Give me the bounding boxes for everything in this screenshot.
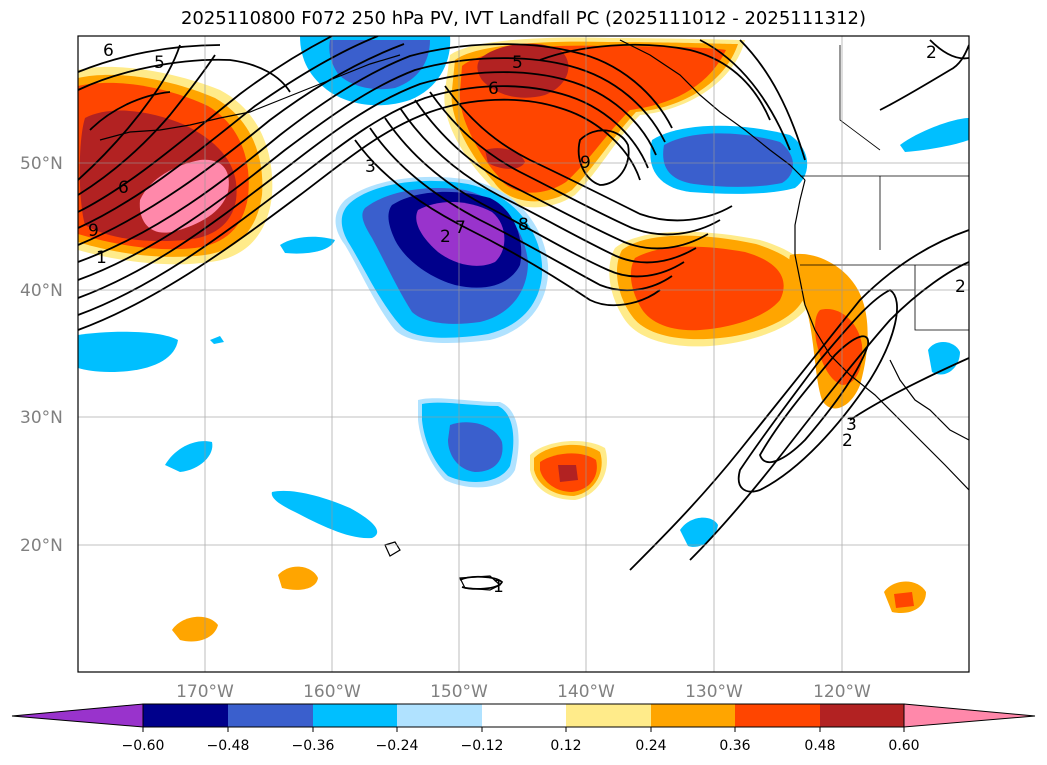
- pv-positive-south: [530, 440, 607, 500]
- map-border: [77, 35, 970, 673]
- lon-label-130w: 130°W: [685, 682, 743, 702]
- contour-label: 5: [512, 53, 523, 73]
- contour-label: 2: [440, 227, 451, 247]
- pv-negative-south: [418, 398, 519, 488]
- contour-labels: 6 5 6 5 6 9 1 3 7 2 8 9 3 2 2 1 2: [88, 41, 966, 597]
- colorbar-bin: [143, 704, 228, 727]
- contour-label: 2: [926, 43, 937, 63]
- lat-label-40n: 40°N: [20, 281, 63, 301]
- map-title: 2025110800 F072 250 hPa PV, IVT Landfall…: [180, 8, 867, 29]
- black-contours: [78, 36, 969, 590]
- contour-label: 5: [154, 53, 165, 73]
- colorbar-tick-label: 0.36: [719, 738, 750, 754]
- pv-positive-small-3-core: [894, 592, 914, 608]
- colorbar-tick-label: −0.60: [122, 738, 165, 754]
- pv-negative-small-1: [165, 441, 213, 472]
- contour-label: 6: [488, 79, 499, 99]
- contour-label: 1: [96, 248, 107, 268]
- colorbar-bin: [651, 704, 735, 727]
- lat-label-50n: 50°N: [20, 154, 63, 174]
- contour-label: 3: [365, 157, 376, 177]
- colorbar-tick-label: 0.12: [550, 738, 581, 754]
- colorbar-bin: [313, 704, 397, 727]
- colorbar-bin: [228, 704, 313, 727]
- colorbar-tick-label: 0.60: [888, 738, 919, 754]
- contour-label: 9: [580, 153, 591, 173]
- lat-label-30n: 30°N: [20, 408, 63, 428]
- colorbar-ticks: [142, 727, 905, 732]
- pv-negative-northeast: [650, 125, 808, 194]
- lat-label-20n: 20°N: [20, 536, 63, 556]
- colorbar-frame: [142, 703, 905, 728]
- lon-label-170w: 170°W: [176, 682, 234, 702]
- contour-label: 2: [955, 277, 966, 297]
- colorbar-tick-label: −0.12: [461, 738, 504, 754]
- lon-label-160w: 160°W: [303, 682, 361, 702]
- contour-label: 7: [455, 218, 466, 238]
- contour-label: 9: [88, 221, 99, 241]
- pv-negative-small-5: [900, 118, 969, 152]
- colorbar-max-extend: [903, 703, 1036, 728]
- pv-positive-small-1: [278, 566, 318, 590]
- colorbar-bin: [566, 704, 651, 727]
- colorbar-bin: [820, 704, 904, 727]
- pv-negative-speck: [210, 336, 224, 344]
- colorbar-bin: [735, 704, 820, 727]
- contour-label: 6: [118, 178, 129, 198]
- pv-negative-west-strip: [78, 331, 178, 372]
- contour-label: 6: [103, 41, 114, 61]
- colorbar-tick-label: −0.36: [292, 738, 335, 754]
- pv-negative-small-2: [271, 490, 378, 539]
- colorbar-bin: [482, 704, 566, 727]
- colorbar-tick-label: −0.48: [207, 738, 250, 754]
- contour-label: 2: [842, 431, 853, 451]
- colorbar-tick-label: 0.24: [635, 738, 666, 754]
- contour-label: 3: [846, 415, 857, 435]
- map-panel: 6 5 6 5 6 9 1 3 7 2 8 9 3 2 2 1 2: [78, 36, 969, 672]
- colorbar-min-extend: [11, 703, 144, 728]
- graticule: [78, 36, 969, 672]
- colorbar-tick-label: −0.24: [376, 738, 419, 754]
- latitude-labels: 50°N 40°N 30°N 20°N: [20, 154, 63, 556]
- pv-positive-north: [444, 37, 745, 208]
- colorbar: −0.60 −0.48 −0.36 −0.24 −0.12 0.12 0.24 …: [11, 703, 1036, 754]
- colorbar-bin: [397, 704, 482, 727]
- contour-label: 8: [518, 215, 529, 235]
- pv-negative-top: [300, 36, 451, 106]
- coastlines: [99, 39, 969, 591]
- colorbar-tick-label: 0.48: [804, 738, 835, 754]
- contour-label: 1: [493, 577, 504, 597]
- pv-positive-small-2: [172, 616, 218, 642]
- lon-label-120w: 120°W: [813, 682, 871, 702]
- lon-label-150w: 150°W: [430, 682, 488, 702]
- lon-label-140w: 140°W: [557, 682, 615, 702]
- longitude-labels: 170°W 160°W 150°W 140°W 130°W 120°W: [176, 682, 871, 702]
